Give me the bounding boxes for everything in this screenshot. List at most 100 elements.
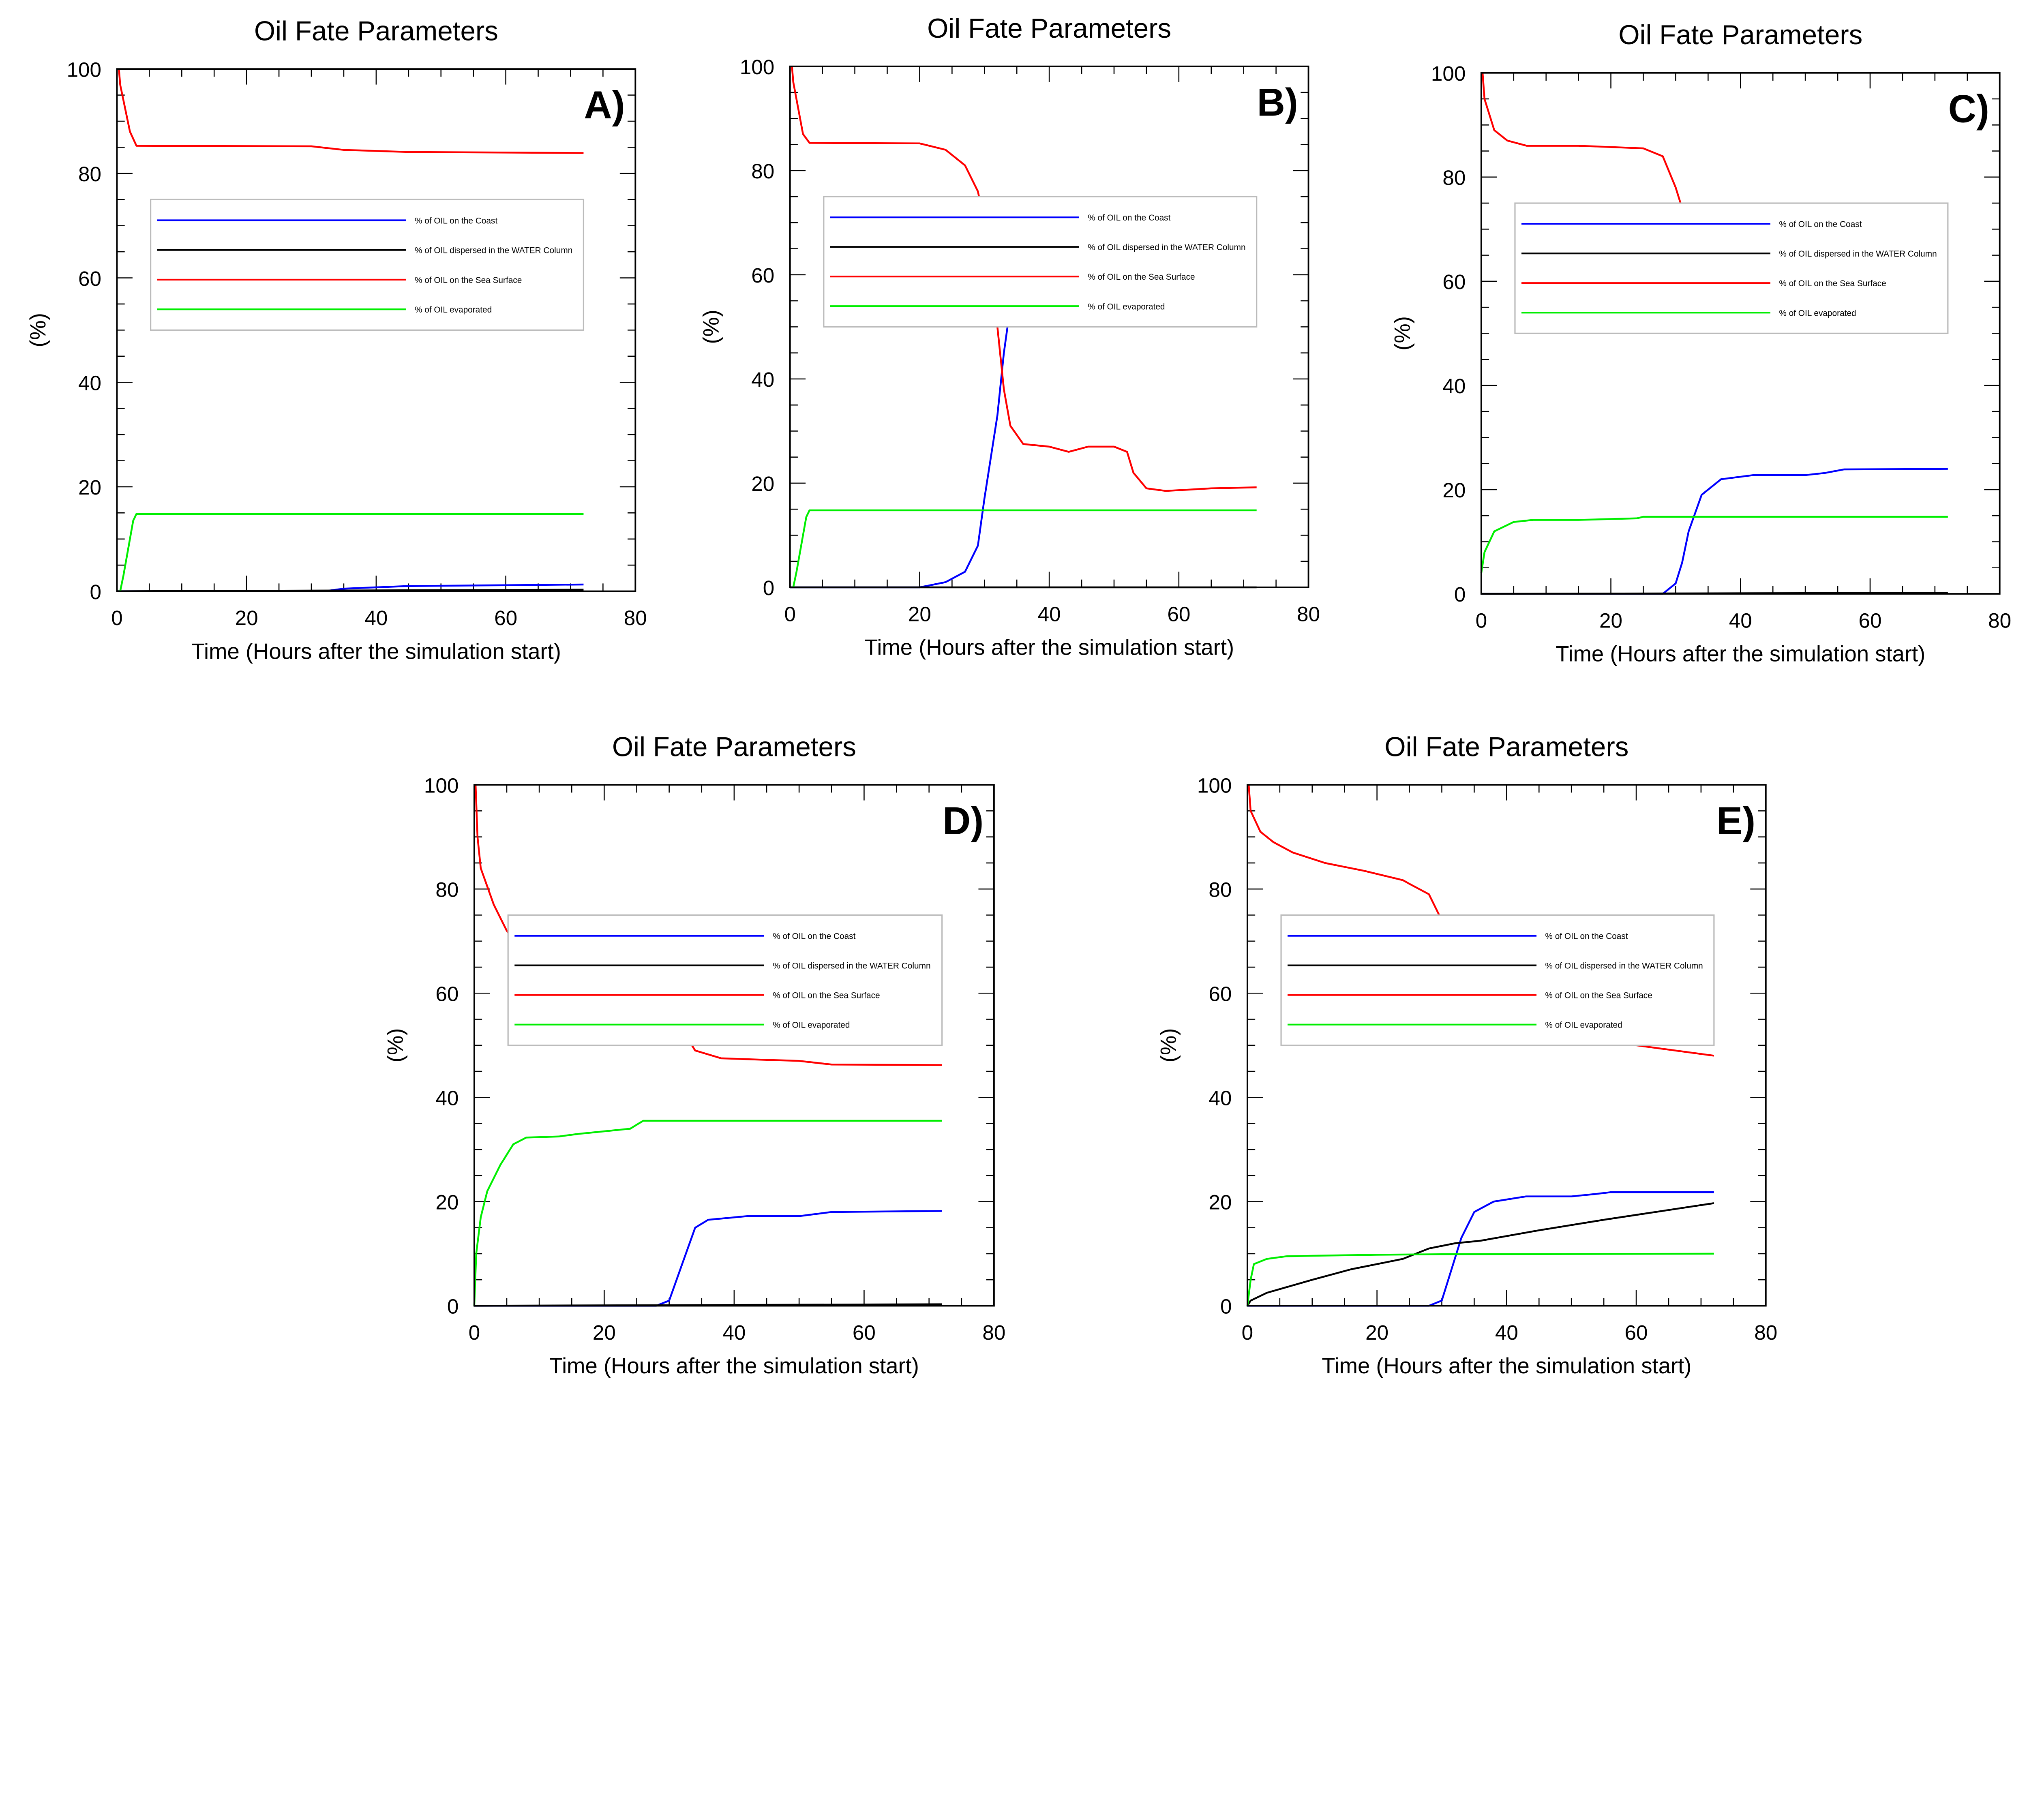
y-tick-label: 80: [1208, 878, 1232, 901]
x-tick-label: 40: [722, 1321, 746, 1344]
panel-label: E): [1716, 799, 1755, 843]
legend-box: [507, 914, 943, 1046]
x-tick-label: 20: [1599, 609, 1622, 632]
y-tick-label: 40: [1208, 1087, 1232, 1110]
y-tick-label: 0: [1454, 583, 1466, 606]
legend-label: % of OIL dispersed in the WATER Column: [415, 246, 572, 255]
legend-label: % of OIL on the Sea Surface: [1545, 991, 1652, 1000]
panel-label: C): [1948, 88, 1989, 131]
legend-label: % of OIL evaporated: [1088, 302, 1165, 311]
legend-label: % of OIL evaporated: [1545, 1021, 1622, 1030]
x-tick-label: 80: [1754, 1321, 1777, 1344]
y-axis-label: (%): [26, 313, 50, 347]
y-tick-label: 100: [1431, 62, 1466, 85]
legend-box: [1280, 914, 1715, 1046]
legend-label: % of OIL on the Sea Surface: [415, 276, 522, 285]
series-line: [118, 69, 584, 154]
x-tick-label: 80: [1297, 602, 1320, 625]
y-tick-label: 60: [78, 267, 101, 290]
x-tick-label: 20: [235, 606, 258, 630]
y-tick-label: 0: [447, 1295, 459, 1318]
y-tick-label: 60: [1208, 983, 1232, 1006]
x-tick-label: 40: [364, 606, 388, 630]
y-tick-label: 100: [1197, 774, 1232, 797]
x-axis-label: Time (Hours after the simulation start): [191, 639, 561, 664]
y-tick-label: 20: [435, 1191, 459, 1214]
y-axis-label: (%): [1390, 316, 1415, 351]
x-tick-label: 0: [111, 606, 123, 630]
legend-label: % of OIL on the Coast: [1779, 220, 1862, 229]
y-tick-label: 100: [424, 774, 459, 797]
panel-label: D): [943, 799, 984, 843]
chart-title: Oil Fate Parameters: [1384, 732, 1628, 762]
y-tick-label: 20: [751, 472, 774, 495]
series-line: [1246, 1253, 1714, 1306]
x-tick-label: 40: [1038, 602, 1061, 625]
legend-label: % of OIL on the Coast: [1088, 213, 1170, 223]
y-tick-label: 20: [1442, 479, 1466, 502]
legend-label: % of OIL dispersed in the WATER Column: [773, 961, 930, 971]
x-tick-label: 60: [1858, 609, 1881, 632]
x-tick-label: 80: [624, 606, 647, 630]
y-tick-label: 20: [78, 476, 101, 499]
y-tick-label: 80: [751, 160, 774, 183]
y-tick-label: 0: [1220, 1295, 1232, 1318]
series-line: [791, 66, 1257, 492]
series-line: [1247, 1191, 1714, 1307]
y-tick-label: 60: [435, 983, 459, 1006]
series-line: [1480, 516, 1948, 574]
plot-frame: [473, 784, 995, 1307]
x-tick-label: 40: [1495, 1321, 1518, 1344]
y-tick-label: 60: [751, 264, 774, 287]
chart-panel: Oil Fate Parameters Time (Hours after the…: [26, 16, 647, 664]
legend-label: % of OIL on the Coast: [415, 216, 497, 226]
y-tick-label: 100: [66, 58, 101, 81]
x-tick-label: 80: [1988, 609, 2011, 632]
y-tick-label: 40: [435, 1087, 459, 1110]
x-tick-label: 0: [469, 1321, 480, 1344]
panel-label: B): [1257, 81, 1298, 124]
y-tick-label: 40: [1442, 375, 1466, 398]
legend-label: % of OIL evaporated: [773, 1021, 850, 1030]
legend-box: [1514, 202, 1949, 334]
y-tick-label: 100: [740, 56, 775, 79]
y-tick-label: 40: [751, 368, 774, 391]
chart-title: Oil Fate Parameters: [254, 16, 498, 47]
series-line: [1481, 468, 1948, 595]
legend-label: % of OIL on the Sea Surface: [1779, 279, 1886, 288]
chart-panel: Oil Fate Parameters Time (Hours after the…: [1156, 732, 1778, 1378]
legend-label: % of OIL dispersed in the WATER Column: [1545, 961, 1703, 971]
y-axis-label: (%): [383, 1028, 408, 1062]
legend-label: % of OIL evaporated: [415, 305, 492, 315]
chart-panel: Oil Fate Parameters Time (Hours after the…: [1390, 20, 2012, 666]
x-tick-label: 0: [1242, 1321, 1253, 1344]
panel-label: A): [584, 84, 625, 127]
x-axis-label: Time (Hours after the simulation start): [549, 1353, 919, 1378]
legend-label: % of OIL on the Sea Surface: [773, 991, 880, 1000]
x-tick-label: 20: [908, 602, 931, 625]
y-tick-label: 80: [78, 163, 101, 186]
y-tick-label: 20: [1208, 1191, 1232, 1214]
x-tick-label: 0: [784, 602, 796, 625]
legend-label: % of OIL on the Coast: [773, 932, 855, 941]
x-tick-label: 60: [494, 606, 517, 630]
plot-frame: [1480, 72, 2001, 595]
plot-frame: [789, 65, 1309, 588]
x-axis-label: Time (Hours after the simulation start): [864, 635, 1234, 660]
x-tick-label: 80: [982, 1321, 1005, 1344]
x-tick-label: 40: [1729, 609, 1752, 632]
oil-fate-figure: Oil Fate Parameters Time (Hours after the…: [26, 13, 2012, 1378]
y-tick-label: 80: [435, 878, 459, 901]
x-axis-label: Time (Hours after the simulation start): [1556, 642, 1925, 666]
series-line: [119, 513, 584, 592]
legend-label: % of OIL on the Sea Surface: [1088, 272, 1195, 282]
legend-label: % of OIL dispersed in the WATER Column: [1779, 249, 1937, 259]
legend-label: % of OIL on the Coast: [1545, 932, 1628, 941]
x-tick-label: 60: [1625, 1321, 1648, 1344]
legend-box: [823, 196, 1258, 328]
x-tick-label: 60: [1167, 602, 1190, 625]
plot-frame: [1247, 784, 1767, 1307]
series-line: [473, 1120, 942, 1306]
y-tick-label: 80: [1442, 166, 1466, 189]
x-tick-label: 20: [1365, 1321, 1388, 1344]
